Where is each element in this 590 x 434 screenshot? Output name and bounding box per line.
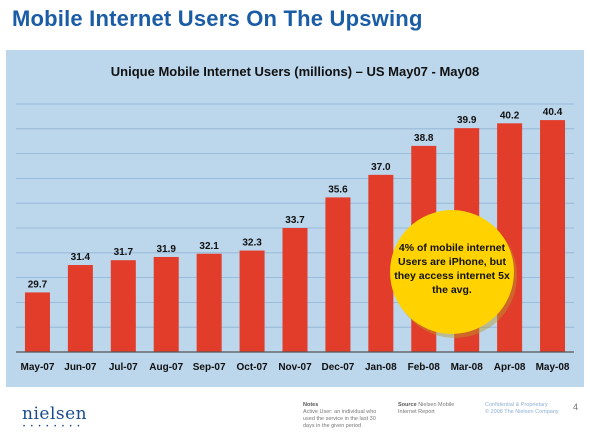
bar (67, 265, 93, 352)
slide-title: Mobile Internet Users On The Upswing (12, 6, 423, 31)
callout-circle (390, 210, 514, 334)
x-tick-label: May-08 (536, 362, 570, 373)
notes-line: days in the given period (303, 423, 362, 429)
bar (282, 228, 308, 352)
footer-notes: Notes Active User: an individual who use… (303, 402, 391, 430)
x-tick-label: Jan-08 (365, 362, 397, 373)
callout-text: 4% of mobile internet (399, 242, 506, 254)
logo-dots: • • • • • • • • (23, 424, 82, 430)
footer-confidential: Confidential & Proprietary © 2008 The Ni… (485, 402, 575, 416)
chart-title: Unique Mobile Internet Users (millions) … (110, 64, 480, 79)
notes-title: Notes (303, 402, 319, 408)
chart-panel: Unique Mobile Internet Users (millions) … (6, 50, 584, 387)
callout-text: the avg. (432, 284, 472, 296)
data-label: 32.1 (199, 241, 219, 252)
source-title: Source (398, 402, 417, 408)
data-label: 38.8 (414, 133, 434, 144)
data-label: 32.3 (242, 238, 262, 249)
x-tick-label: Jul-07 (109, 362, 138, 373)
data-label: 40.4 (543, 107, 563, 118)
x-tick-label: Nov-07 (278, 362, 312, 373)
callout-text: they access internet 5x (394, 270, 510, 282)
callout-text: Users are iPhone, but (398, 256, 506, 268)
data-label: 31.4 (71, 252, 91, 263)
page-number: 4 (573, 402, 579, 412)
bar (540, 120, 566, 352)
data-label: 40.2 (500, 110, 520, 121)
data-label: 35.6 (328, 184, 348, 195)
source-line: Internet Report (398, 409, 435, 415)
notes-line: used the service in the last 30 (303, 416, 376, 422)
data-label: 39.9 (457, 115, 477, 126)
notes-line: Active User: an individual who (303, 409, 377, 415)
x-tick-label: Oct-07 (237, 362, 269, 373)
x-tick-label: Sep-07 (193, 362, 226, 373)
bar (24, 292, 50, 352)
bar (368, 174, 394, 352)
copyright-line: © 2008 The Nielsen Company (485, 409, 559, 415)
x-tick-label: Aug-07 (149, 362, 183, 373)
nielsen-logo: nielsen (22, 404, 88, 424)
data-label: 37.0 (371, 162, 391, 173)
data-label: 31.9 (156, 244, 176, 255)
source-line: Nielsen Mobile (418, 402, 455, 408)
confidential-line: Confidential & Proprietary (485, 402, 548, 408)
x-tick-label: Mar-08 (451, 362, 484, 373)
x-tick-label: Dec-07 (322, 362, 355, 373)
bar (153, 256, 179, 352)
x-tick-label: Apr-08 (494, 362, 526, 373)
x-tick-label: May-07 (21, 362, 55, 373)
x-tick-label: Jun-07 (64, 362, 97, 373)
bar (196, 253, 222, 352)
bar-chart: 29.7 May-07 31.4 Jun-07 31.7 Jul-07 31.9 Aug-07… (16, 103, 574, 373)
bar (325, 197, 351, 352)
data-label: 33.7 (285, 215, 305, 226)
data-label: 29.7 (28, 279, 48, 290)
footer-source: Source Nielsen Mobile Internet Report (398, 402, 476, 416)
bar (239, 250, 265, 352)
bar (110, 260, 136, 352)
x-tick-label: Feb-08 (408, 362, 441, 373)
data-label: 31.7 (114, 247, 134, 258)
